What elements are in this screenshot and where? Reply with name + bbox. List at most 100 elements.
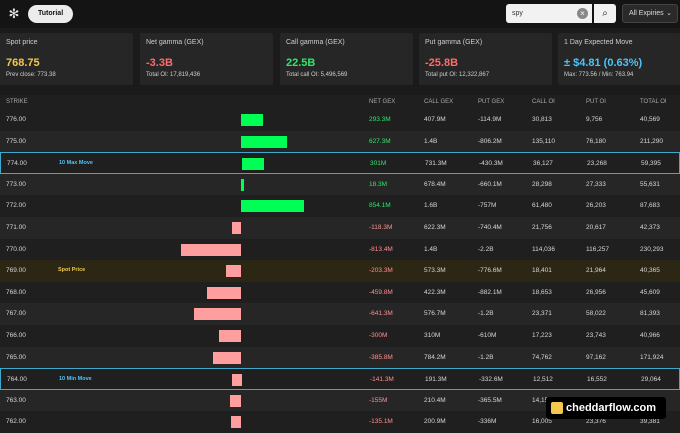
- search-input[interactable]: [512, 7, 572, 20]
- table-row[interactable]: 762.00 -135.1M 200.9M -336M 16,005 23,376 39,3…: [0, 411, 680, 433]
- table-row[interactable]: 773.00 18.3M 678.4M -660.1M 28,298 27,333 55,6…: [0, 173, 680, 196]
- put-oi-cell: 97,162: [586, 353, 606, 361]
- put-oi-cell: 21,964: [586, 267, 606, 275]
- strike-cell: 768.00: [6, 288, 26, 296]
- put-gex-cell: -757M: [478, 202, 497, 210]
- col-net-gex: NET GEX: [369, 99, 396, 105]
- table-row[interactable]: 765.00 -385.8M 784.2M -1.2B 74,762 97,162 171,…: [0, 346, 680, 369]
- net-gex-bar: [241, 200, 304, 213]
- table-row[interactable]: 771.00 -118.3M 622.3M -740.4M 21,756 20,617 42…: [0, 217, 680, 239]
- call-gex-cell: 200.9M: [424, 418, 446, 426]
- col-put-oi: PUT OI: [586, 99, 606, 105]
- put-oi-cell: 76,180: [586, 137, 606, 145]
- table-row[interactable]: 769.00 -203.3M 573.3M -776.6M 18,401 21,964 40…: [0, 260, 680, 282]
- total-oi-cell: 29,064: [641, 376, 661, 384]
- summary-card: Put gamma (GEX) -25.8B Total put OI: 12,32…: [419, 33, 552, 85]
- net-gex-bar: [231, 416, 241, 429]
- net-gex-bar: [207, 286, 241, 299]
- total-oi-cell: 42,373: [640, 224, 660, 231]
- net-gex-bar: [229, 394, 241, 407]
- net-gex-cell: -203.3M: [369, 267, 393, 275]
- strike-cell: 776.00: [6, 116, 26, 123]
- net-gex-cell: 854.1M: [369, 202, 391, 210]
- put-gex-cell: -1.2B: [478, 310, 494, 318]
- call-gex-cell: 191.3M: [425, 376, 447, 384]
- table-row[interactable]: 775.00 627.3M 1.4B -806.2M 135,110 76,180 211,…: [0, 130, 680, 153]
- table-row[interactable]: 767.00 -641.3M 576.7M -1.2B 23,371 58,022 81,3…: [0, 303, 680, 325]
- put-oi-cell: 58,022: [586, 310, 606, 318]
- total-oi-cell: 87,683: [640, 202, 660, 210]
- call-gex-cell: 210.4M: [424, 396, 446, 404]
- table-header: STRIKE NET GEX CALL GEX PUT GEX CALL OI …: [0, 95, 680, 109]
- table-row[interactable]: 768.00 -459.8M 422.3M -882.1M 18,653 26,956 45…: [0, 281, 680, 304]
- call-oi-cell: 28,298: [532, 180, 552, 188]
- table-row[interactable]: 763.00 -155M 210.4M -365.5M 14,158: [0, 389, 680, 412]
- call-oi-cell: 135,110: [532, 137, 556, 145]
- col-call-oi: CALL OI: [532, 99, 555, 105]
- strike-cell: 765.00: [6, 353, 26, 361]
- net-gex-cell: -141.3M: [370, 376, 394, 384]
- card-label: Put gamma (GEX): [425, 39, 483, 46]
- net-gex-cell: 627.3M: [369, 137, 391, 145]
- call-gex-cell: 422.3M: [424, 288, 446, 296]
- watermark-text: cheddarflow.com: [566, 402, 657, 414]
- net-gex-bar: [193, 308, 241, 321]
- table-row[interactable]: 772.00 854.1M 1.6B -757M 61,480 26,203 87,683: [0, 195, 680, 217]
- put-oi-cell: 23,268: [587, 160, 607, 168]
- put-gex-cell: -740.4M: [478, 224, 502, 231]
- net-gex-cell: -459.8M: [369, 288, 393, 296]
- call-gex-cell: 622.3M: [424, 224, 446, 231]
- net-gex-cell: 18.3M: [369, 180, 388, 188]
- table-row[interactable]: 764.00 -141.3M 191.3M -332.6M 12,512 16,552 29…: [0, 368, 680, 390]
- gear-icon[interactable]: ✻: [8, 6, 20, 21]
- card-subtext: Prev close: 773.38: [6, 72, 56, 78]
- chevron-down-icon: ⌄: [666, 10, 672, 17]
- table-row[interactable]: 774.00 301M 731.3M -430.3M 36,127 23,268 59,39…: [0, 152, 680, 174]
- card-subtext: Max: 773.56 / Min: 763.94: [564, 72, 634, 78]
- col-put-gex: PUT GEX: [478, 99, 505, 105]
- put-oi-cell: 23,743: [586, 332, 606, 339]
- expiry-select[interactable]: All Expiries ⌄: [622, 4, 678, 23]
- call-oi-cell: 23,371: [532, 310, 552, 318]
- col-strike: STRIKE: [6, 99, 28, 105]
- strike-cell: 770.00: [6, 245, 26, 253]
- card-value: 768.75: [6, 57, 40, 69]
- tutorial-button[interactable]: Tutorial: [28, 5, 74, 23]
- net-gex-bar: [181, 243, 241, 256]
- summary-card: Call gamma (GEX) 22.5B Total call OI: 5,49…: [280, 33, 413, 85]
- expiry-label: All Expiries: [629, 10, 664, 17]
- put-gex-cell: -882.1M: [478, 288, 502, 296]
- put-gex-cell: -610M: [478, 332, 497, 339]
- put-gex-cell: -365.5M: [478, 396, 502, 404]
- put-oi-cell: 23,376: [586, 418, 606, 426]
- card-label: Call gamma (GEX): [286, 39, 345, 46]
- table-row[interactable]: 770.00 -813.4M 1.4B -2.2B 114,036 116,257 230,…: [0, 238, 680, 261]
- summary-card: 1 Day Expected Move ± $4.81 (0.63%) Max: 7…: [558, 33, 680, 85]
- call-gex-cell: 310M: [424, 332, 441, 339]
- call-oi-cell: 12,512: [533, 376, 553, 384]
- put-gex-cell: -806.2M: [478, 137, 502, 145]
- clear-icon[interactable]: ×: [577, 8, 588, 19]
- strike-cell: 766.00: [6, 332, 26, 339]
- card-value: -3.3B: [146, 57, 173, 69]
- net-gex-bar: [241, 114, 263, 126]
- strike-cell: 767.00: [6, 310, 26, 318]
- put-oi-cell: 16,552: [587, 376, 607, 384]
- call-oi-cell: 18,653: [532, 288, 552, 296]
- net-gex-cell: -135.1M: [369, 418, 393, 426]
- row-tag: 10 Max Move: [59, 160, 93, 167]
- strike-cell: 774.00: [7, 160, 27, 168]
- put-oi-cell: 27,333: [586, 180, 606, 188]
- table-row[interactable]: 766.00 -300M 310M -610M 17,223 23,743 40,966: [0, 325, 680, 347]
- watermark: cheddarflow.com: [546, 397, 666, 419]
- card-label: Spot price: [6, 39, 38, 46]
- card-subtext: Total put OI: 12,322,867: [425, 72, 490, 78]
- search-icon[interactable]: ⌕: [594, 4, 616, 23]
- call-oi-cell: 74,762: [532, 353, 552, 361]
- total-oi-cell: 211,290: [640, 137, 664, 145]
- put-gex-cell: -332.6M: [479, 376, 503, 384]
- net-gex-bar: [231, 374, 242, 387]
- put-gex-cell: -2.2B: [478, 245, 494, 253]
- table-row[interactable]: 776.00 293.3M 407.9M -114.9M 30,813 9,756 40,5…: [0, 109, 680, 131]
- net-gex-bar: [242, 158, 265, 171]
